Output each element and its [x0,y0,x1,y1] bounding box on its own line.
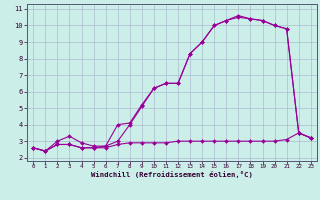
X-axis label: Windchill (Refroidissement éolien,°C): Windchill (Refroidissement éolien,°C) [91,171,253,178]
